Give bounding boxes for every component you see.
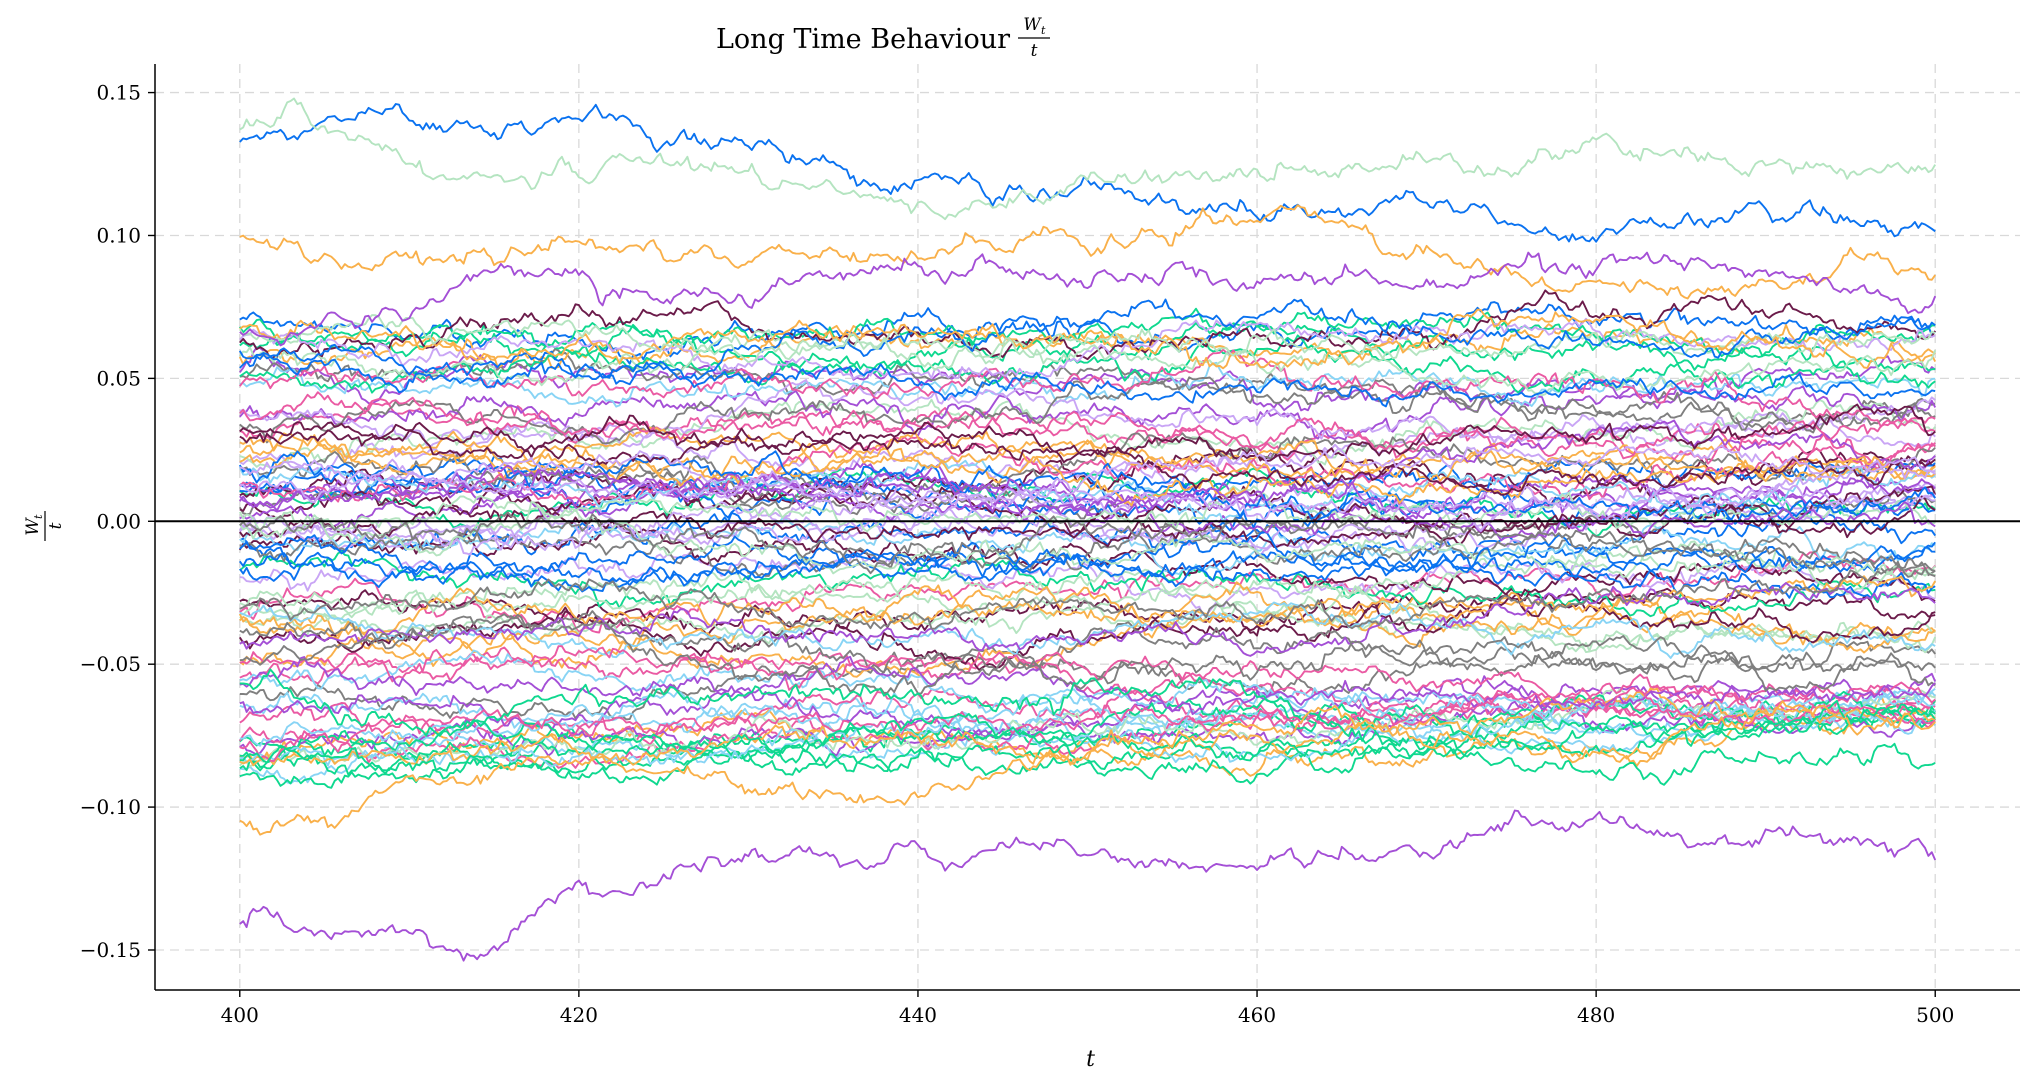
sample-path [239,534,1936,593]
y-tick-label: 0.05 [96,366,141,390]
title-fraction-numerator: W [1023,15,1042,35]
y-tick-label: −0.15 [80,938,141,962]
x-tick-label: 400 [221,1003,259,1027]
sample-path [239,699,1936,786]
sample-path [239,687,1936,767]
sample-path [239,421,1936,496]
y-tick-label: −0.10 [80,795,141,819]
sample-path [239,463,1936,542]
path-green-lower [239,668,1936,786]
sample-path [239,435,1936,484]
x-tick-label: 460 [1238,1003,1276,1027]
y-axis-label: Wtt [23,511,66,541]
y-label-denominator: t [46,522,66,529]
x-tick-label: 480 [1577,1003,1615,1027]
sample-path [239,694,1936,789]
sample-path [239,526,1936,577]
y-tick-label: 0.00 [96,509,141,533]
sample-path [239,550,1936,618]
path-top-green [239,97,1937,221]
path-bottom-purple [239,809,1937,962]
sample-path [239,551,1936,634]
sample-path [239,334,1936,394]
sample-path [239,398,1936,471]
title-fraction-denominator: t [1031,41,1038,61]
y-tick-label: −0.05 [80,652,141,676]
sample-path [239,511,1936,575]
grid-layer [155,64,2020,990]
sample-path [238,575,1937,640]
sample-path [238,685,1936,769]
sample-path [239,403,1936,464]
sample-path [239,348,1936,430]
path-top-blue [239,103,1936,243]
y-label-subscript: t [32,514,45,519]
x-tick-label: 420 [560,1003,598,1027]
sample-path [239,482,1936,556]
text-layer: 400 420 440 460 480 500 −0.15 −0.10 −0.05 0.00 0.0… [23,15,1954,1072]
title-fraction-subscript: t [1041,24,1046,37]
sample-path [239,391,1936,465]
sample-path [239,353,1936,408]
series-layer [238,97,1937,962]
sample-path [238,298,1936,381]
sample-path [239,444,1936,510]
sample-path [239,582,1936,657]
sample-path [239,477,1936,536]
path-purple-upper [239,251,1937,347]
axes-layer [148,64,2020,997]
sample-path [239,655,1936,716]
y-tick-label: 0.15 [96,81,141,105]
x-axis-label: t [1086,1047,1095,1072]
y-label-numerator: W [23,517,43,536]
y-tick-label: 0.10 [96,223,141,247]
sample-path [239,646,1936,721]
sample-path [239,308,1936,370]
sample-path [239,610,1936,687]
sample-path [239,379,1936,449]
sample-path [239,530,1936,587]
sample-path [239,328,1936,387]
sample-path [239,645,1936,710]
x-tick-label: 500 [1916,1003,1954,1027]
path-orange-lower [239,704,1936,836]
sample-path [239,597,1936,671]
sample-path [239,348,1936,429]
sample-path [239,686,1936,763]
sample-path [239,459,1936,532]
chart-title: Long Time Behaviour [716,24,1010,55]
sample-path [239,485,1936,546]
sample-path [239,602,1937,654]
x-tick-label: 440 [899,1003,937,1027]
sample-path [239,500,1936,581]
sample-path [239,426,1936,507]
sample-path [239,565,1936,630]
path-orange-upper [239,204,1936,300]
sample-path [238,314,1937,397]
